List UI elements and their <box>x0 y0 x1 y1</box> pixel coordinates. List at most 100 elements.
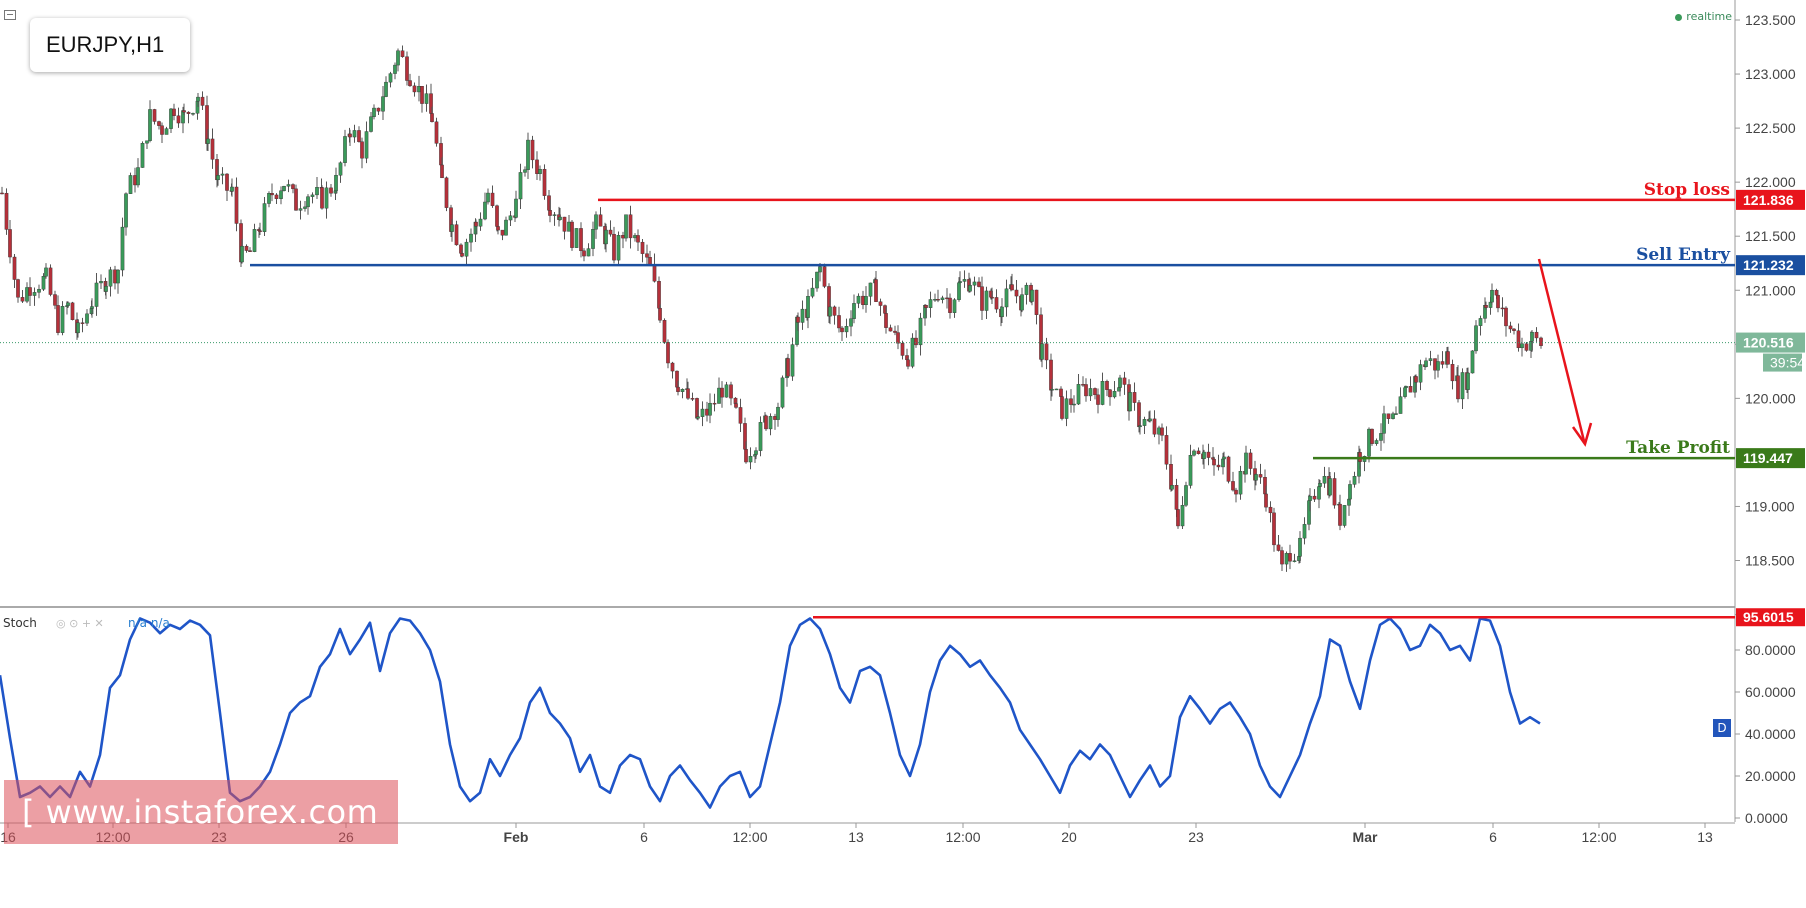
candle-body <box>303 206 307 209</box>
candle-body <box>648 257 652 265</box>
stoch-tick-label: 80.0000 <box>1745 642 1796 658</box>
candle-body <box>1414 376 1418 383</box>
candle-body <box>526 139 530 170</box>
candle-body <box>1367 428 1371 457</box>
candle-body <box>474 221 478 227</box>
candle-body <box>324 187 329 209</box>
candle-body <box>1500 307 1505 310</box>
candle-body <box>1184 485 1188 506</box>
candle-body <box>800 308 805 323</box>
candle-body <box>53 294 57 306</box>
candle-body <box>744 449 748 463</box>
candle-body <box>291 184 295 190</box>
candle-body <box>1188 455 1193 486</box>
time-tick-label: 12:00 <box>1581 829 1616 845</box>
candle-body <box>210 138 215 160</box>
candle-body <box>957 282 961 300</box>
projection-arrow-shaft <box>1537 258 1586 442</box>
chart-canvas[interactable]: 123.500 123.000 122.500 122.000 121.500 121.0… <box>0 0 1806 848</box>
candle-body <box>1076 384 1081 405</box>
candle-body <box>579 228 583 252</box>
candle-body <box>1516 330 1521 349</box>
candle-body <box>968 284 972 292</box>
candle-body <box>136 167 140 186</box>
stoch-buttons[interactable]: ◎ ⊙ + ✕ <box>56 617 104 630</box>
candle-body <box>712 402 717 405</box>
candle-body <box>1318 483 1322 487</box>
stop-loss-value-bg <box>1736 189 1805 210</box>
candle-body <box>196 96 200 102</box>
price-tick-label: 121.000 <box>1745 282 1796 298</box>
candle-body <box>348 133 352 138</box>
candle-body <box>776 406 780 420</box>
candle-body <box>888 327 893 332</box>
candle-body <box>450 224 454 232</box>
candle-body <box>1072 403 1076 406</box>
candle-body <box>1404 386 1408 388</box>
candle-body <box>1152 418 1157 435</box>
candle-body <box>8 229 12 258</box>
candle-body <box>582 250 586 257</box>
candle-body <box>1105 381 1109 390</box>
candle-body <box>1302 524 1307 539</box>
candle-body <box>369 116 373 132</box>
candle-body <box>41 275 46 290</box>
stoch-title[interactable]: Stoch <box>3 616 37 630</box>
candle-body <box>306 196 310 208</box>
candle-body <box>99 281 103 284</box>
candle-body <box>530 139 535 161</box>
candle-body <box>1496 294 1500 309</box>
candle-body <box>616 235 621 261</box>
candle-body <box>1524 343 1529 351</box>
stoch-tick-label: 0.0000 <box>1745 810 1788 826</box>
candle-body <box>440 164 444 179</box>
stoch-settings-icon[interactable]: ⊙ <box>69 617 79 630</box>
candle-body <box>357 130 361 142</box>
candle-body <box>334 175 338 192</box>
stoch-add-icon[interactable]: + <box>81 617 92 630</box>
candle-body <box>500 229 505 236</box>
candle-body <box>120 226 125 271</box>
indicator-badge[interactable]: D <box>1713 719 1731 737</box>
candle-body <box>666 342 670 364</box>
time-tick-label: 12:00 <box>945 829 980 845</box>
candle-body <box>1088 388 1093 397</box>
candle-body <box>1064 398 1069 419</box>
candle-body <box>364 131 369 159</box>
sell-entry-label: Sell Entry <box>1636 245 1731 265</box>
candle-body <box>1284 553 1289 565</box>
candle-body <box>828 306 832 317</box>
candle-body <box>1478 318 1483 326</box>
candle-body <box>1234 489 1238 495</box>
price-tick-label: 123.000 <box>1745 66 1796 82</box>
candle-body <box>1466 372 1470 390</box>
candle-body <box>748 456 753 463</box>
candle-body <box>176 115 181 124</box>
candle-body <box>495 205 499 227</box>
candle-body <box>896 332 900 344</box>
stoch-eye-icon[interactable]: ◎ <box>56 617 66 630</box>
candle-body <box>952 299 957 313</box>
stoch-close-icon[interactable]: ✕ <box>94 617 104 630</box>
stoch-values: n/a n/a <box>128 616 170 630</box>
price-tick-label: 120.000 <box>1745 390 1796 406</box>
candle-body <box>552 214 557 216</box>
candle-body <box>1484 305 1488 308</box>
candle-body <box>1069 398 1073 405</box>
time-tick-label: Mar <box>1353 829 1378 845</box>
candle-body <box>164 128 169 135</box>
candle-body <box>70 302 75 321</box>
candle-body <box>460 253 464 257</box>
candle-body <box>372 107 376 117</box>
candle-body <box>918 317 923 346</box>
take-profit-value: 119.447 <box>1743 450 1793 466</box>
candle-body <box>32 292 37 296</box>
candle-body <box>124 193 128 228</box>
candle-body <box>230 186 234 192</box>
candle-body <box>806 296 810 318</box>
menu-icon[interactable] <box>4 10 16 20</box>
realtime-label: realtime <box>1686 10 1732 23</box>
candle-body <box>837 315 841 329</box>
candle-body <box>1332 478 1337 506</box>
